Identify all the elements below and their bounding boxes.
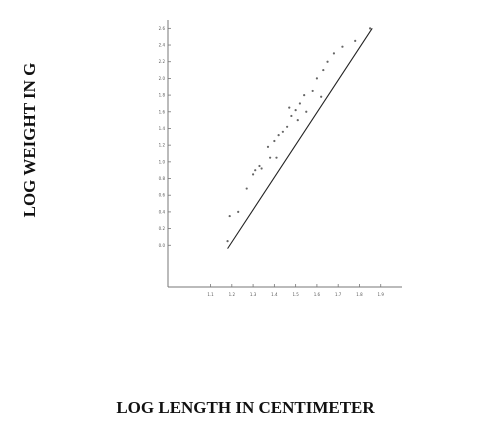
data-point: [269, 156, 272, 159]
y-tick-label: 2.0: [159, 76, 166, 81]
data-point: [332, 52, 336, 55]
data-point: [294, 109, 297, 112]
data-point: [237, 210, 240, 214]
y-tick-label: 0.4: [159, 209, 166, 214]
data-point: [303, 93, 306, 97]
data-point: [320, 95, 323, 98]
y-tick-label: 2.6: [159, 26, 166, 31]
y-tick-label: 1.8: [159, 93, 166, 98]
data-point: [298, 102, 301, 105]
regression-line: [227, 28, 373, 249]
data-point: [277, 134, 280, 137]
x-tick-label: 1.2: [229, 292, 236, 297]
data-point: [368, 27, 372, 30]
y-tick-label: 2.2: [159, 59, 166, 64]
data-point: [305, 110, 308, 113]
data-point: [260, 167, 263, 170]
data-point: [281, 130, 284, 133]
y-tick-label: 0.0: [159, 243, 166, 248]
y-tick-label: 1.2: [159, 143, 166, 148]
y-tick-label: 0.6: [159, 193, 166, 198]
data-point: [311, 89, 314, 93]
x-tick-label: 1.7: [335, 292, 342, 297]
data-point: [290, 114, 293, 118]
data-point: [341, 45, 344, 48]
data-point: [266, 145, 270, 148]
data-point: [258, 164, 261, 168]
data-point: [228, 214, 231, 218]
y-tick-label: 1.6: [159, 109, 166, 114]
y-tick-label: 1.4: [159, 126, 166, 131]
data-point: [273, 139, 276, 143]
x-tick-label: 1.9: [378, 292, 385, 297]
data-point: [296, 119, 299, 122]
x-tick-label: 1.3: [250, 292, 257, 297]
x-tick-label: 1.6: [314, 292, 321, 297]
data-point: [315, 77, 319, 80]
data-point: [326, 60, 329, 63]
y-tick-label: 0.2: [159, 226, 166, 231]
data-point: [275, 156, 278, 159]
data-point: [245, 187, 248, 190]
data-point: [251, 173, 255, 176]
data-point: [288, 106, 291, 109]
data-point: [226, 240, 229, 243]
x-tick-label: 1.8: [356, 292, 363, 297]
data-point: [254, 169, 257, 172]
data-point: [286, 125, 289, 128]
x-tick-label: 1.1: [207, 292, 214, 297]
data-point: [354, 39, 357, 42]
data-point: [322, 68, 325, 72]
x-tick-label: 1.4: [271, 292, 278, 297]
x-tick-label: 1.5: [292, 292, 299, 297]
x-axis-title: LOG LENGTH IN CENTIMETER: [116, 398, 375, 417]
y-tick-label: 0.8: [159, 176, 166, 181]
y-tick-label: 2.4: [159, 43, 166, 48]
y-tick-label: 1.0: [159, 159, 166, 164]
